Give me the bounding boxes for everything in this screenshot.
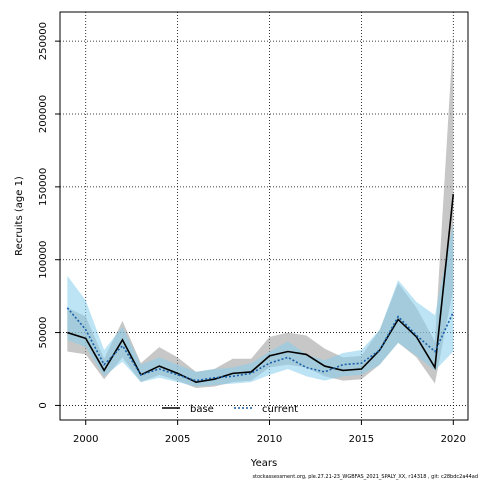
plot-frame bbox=[59, 11, 469, 421]
band-current bbox=[67, 223, 454, 387]
y-tick-label-250000: 250000 bbox=[38, 22, 49, 60]
series-lines bbox=[66, 194, 455, 383]
legend: base current bbox=[162, 404, 298, 415]
y-axis-title: Recruits (age 1) bbox=[14, 176, 25, 256]
x-axis-title: Years bbox=[250, 458, 277, 469]
x-tick-label-2005: 2005 bbox=[165, 434, 190, 445]
y-tick-label-0: 0 bbox=[38, 402, 49, 408]
line-current bbox=[66, 307, 455, 382]
legend-label-base: base bbox=[190, 404, 214, 415]
x-tick-label-2010: 2010 bbox=[257, 434, 282, 445]
x-tick-label-2015: 2015 bbox=[349, 434, 374, 445]
x-tick-label-2020: 2020 bbox=[441, 434, 466, 445]
legend-label-current: current bbox=[262, 404, 298, 415]
confidence-bands bbox=[67, 33, 454, 388]
y-axis: 0 50000 100000 150000 200000 250000 bbox=[38, 22, 60, 409]
y-tick-label-150000: 150000 bbox=[38, 168, 49, 206]
y-tick-label-200000: 200000 bbox=[38, 95, 49, 133]
footnote: stockassessment.org, ple.27.21-23_WGBFAS… bbox=[252, 474, 478, 480]
y-tick-label-50000: 50000 bbox=[38, 317, 49, 349]
x-tick-label-2000: 2000 bbox=[73, 434, 98, 445]
y-tick-label-100000: 100000 bbox=[38, 241, 49, 279]
x-axis: 2000 2005 2010 2015 2020 bbox=[73, 420, 466, 445]
